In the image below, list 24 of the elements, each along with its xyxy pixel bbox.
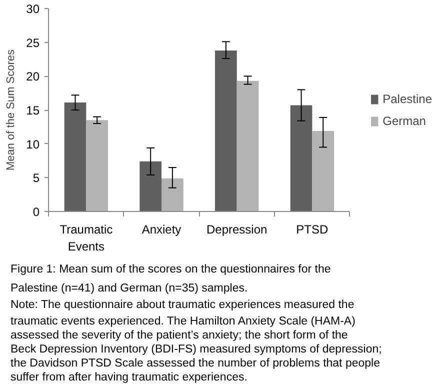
- y-tick-label: 5: [32, 171, 40, 186]
- bar: [86, 120, 108, 212]
- legend-label: Palestine: [382, 92, 432, 106]
- y-axis-title: Mean of the Sum Scores: [5, 48, 18, 171]
- y-tick-label: 30: [26, 2, 40, 16]
- bar: [312, 130, 334, 212]
- text: Note: The questionnaire about traumatic experiences measured the traumatic events experienced. The Hamilton Anxiety Scale (HAM-A) assessed the severity of the patient’s anxiety; the short form of the Beck Depression Inventory (BDI-FS) measured symptoms of depression; the Davidson PTSD Scale assessed the number of problems that people suffer from after having traumatic experiences.: [10, 299, 382, 384]
- bar: [140, 161, 162, 212]
- y-tick-label: 0: [32, 205, 40, 219]
- y-tick-label: 10: [26, 137, 40, 152]
- bar: [162, 178, 184, 212]
- y-tick-label: 25: [26, 36, 40, 50]
- y-tick-label: 15: [26, 104, 40, 118]
- bar: [236, 80, 259, 212]
- x-tick-label: Depression: [206, 222, 268, 236]
- bar: [64, 102, 86, 212]
- y-tick-label: 20: [26, 70, 40, 84]
- bar: [290, 105, 312, 212]
- bar: [215, 50, 237, 212]
- x-tick-label: Anxiety: [142, 222, 182, 236]
- text: Figure 1: Mean sum of the scores on the questionnaires for the Palestine (n=41) and German (n=35) samples.: [10, 264, 331, 294]
- x-tick-label: PTSD: [296, 222, 329, 236]
- x-tick-label: Traumatic Events: [60, 222, 113, 254]
- legend-label: German: [382, 114, 426, 128]
